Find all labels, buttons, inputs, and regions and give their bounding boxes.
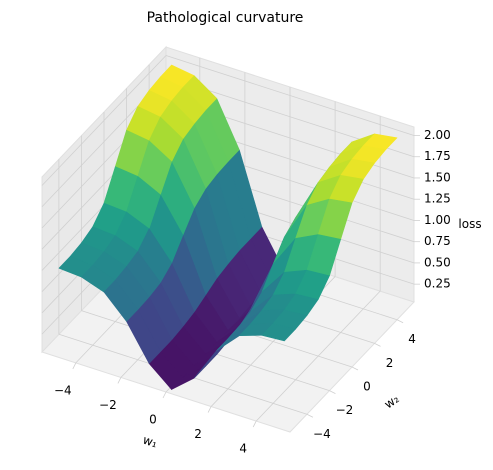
x-tick-label: −2 <box>99 398 117 412</box>
y-tick-label: −2 <box>336 403 354 417</box>
grid-line <box>165 55 415 136</box>
z-tick-label: 1.25 <box>424 192 451 206</box>
y-tick-label: −4 <box>313 427 331 441</box>
z-tick-label: 1.75 <box>424 149 451 163</box>
y-tick-label: 0 <box>363 380 371 394</box>
tick-mark <box>117 377 122 384</box>
z-tick-label: 0.50 <box>424 255 451 269</box>
x-tick-label: 4 <box>239 442 247 456</box>
tick-mark <box>162 391 167 399</box>
x-tick-label: 0 <box>149 413 157 427</box>
surface-cell <box>103 279 139 322</box>
tick-mark <box>329 390 336 394</box>
tick-mark <box>351 366 359 371</box>
tick-mark <box>252 420 257 428</box>
z-axis-label: loss <box>458 217 481 231</box>
z-tick-label: 0.25 <box>424 277 451 291</box>
z-tick-label: 1.00 <box>424 213 451 227</box>
tick-mark <box>72 362 77 370</box>
y-tick-label: 2 <box>386 356 394 370</box>
y-tick-label: 4 <box>408 332 416 346</box>
tick-mark <box>306 413 314 418</box>
z-tick-label: 1.50 <box>424 170 451 184</box>
chart-title: Pathological curvature <box>147 10 304 26</box>
surface-cell <box>261 323 296 342</box>
y-axis-label: w₂ <box>382 392 402 412</box>
x-tick-label: −4 <box>54 383 72 397</box>
tick-mark <box>207 406 212 413</box>
z-tick-label: 2.00 <box>424 128 451 142</box>
x-tick-label: 2 <box>194 427 202 441</box>
z-tick-label: 0.75 <box>424 234 451 248</box>
x-axis-label: w₁ <box>141 433 159 451</box>
tick-mark <box>374 343 381 347</box>
grid-line <box>41 55 167 186</box>
tick-mark <box>396 319 404 324</box>
